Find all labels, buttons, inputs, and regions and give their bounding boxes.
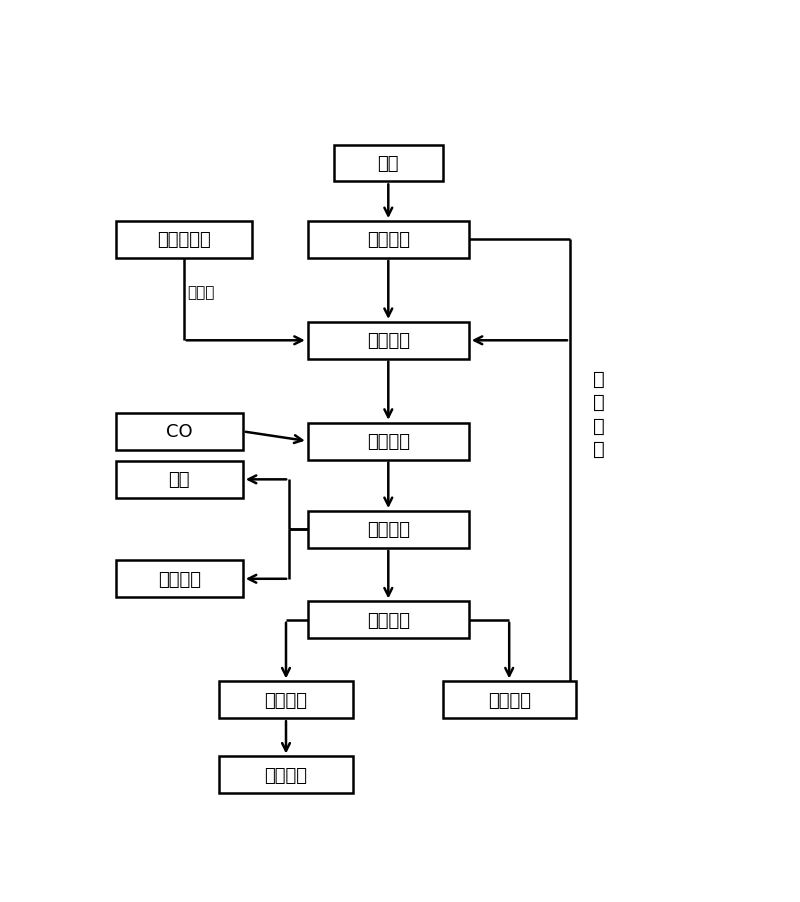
Text: 提质加工: 提质加工: [265, 691, 307, 709]
Bar: [308, 222, 469, 259]
Text: 煎浆制备: 煎浆制备: [366, 332, 410, 350]
Text: 杳化剂: 杳化剂: [187, 285, 214, 299]
Text: 原煎: 原煎: [378, 155, 399, 173]
Text: 热溶杳化: 热溶杳化: [366, 433, 410, 451]
Bar: [308, 423, 469, 460]
Text: 煎粉制备: 煎粉制备: [366, 231, 410, 249]
Bar: [308, 511, 469, 548]
Bar: [116, 462, 243, 498]
Bar: [219, 757, 353, 794]
Text: 杳化剂制备: 杳化剂制备: [157, 231, 210, 249]
Text: 溶剂制备: 溶剂制备: [488, 691, 530, 709]
Bar: [308, 602, 469, 639]
Text: 气体: 气体: [169, 471, 190, 489]
Text: 循
环
溶
剂: 循 环 溶 剂: [593, 369, 605, 458]
Bar: [116, 561, 243, 597]
Bar: [442, 682, 576, 718]
Bar: [334, 145, 442, 182]
Bar: [219, 682, 353, 718]
Text: 固体残渣: 固体残渣: [158, 570, 201, 588]
Text: 液体产物: 液体产物: [366, 612, 410, 629]
Text: CO: CO: [166, 423, 193, 441]
Text: 液体燃料: 液体燃料: [265, 766, 307, 784]
Bar: [115, 222, 252, 259]
Text: 产物分离: 产物分离: [366, 520, 410, 538]
Bar: [308, 323, 469, 359]
Bar: [116, 413, 243, 450]
